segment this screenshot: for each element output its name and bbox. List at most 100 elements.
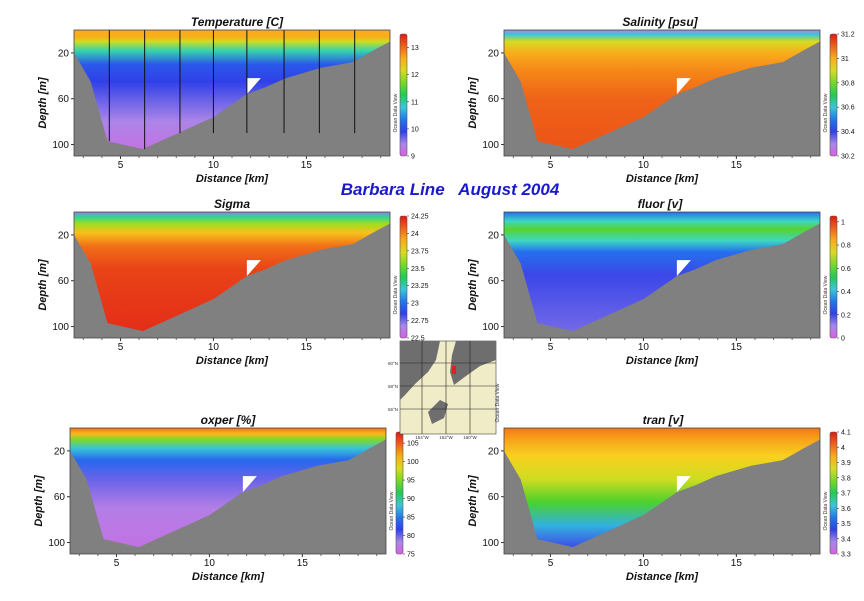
tran-colorbar [830, 432, 837, 554]
map-longitude-label: 154°W [415, 435, 429, 440]
tran-xtick-label: 5 [548, 558, 554, 569]
sigma-ytick-label: 100 [52, 322, 69, 333]
section-plot-salinity: 20 60 100 5 10 15 Salinity [psu] Distance [km] D… [467, 15, 855, 185]
tran-xtick-label: 15 [731, 558, 743, 569]
tran-colorbar-label: 4.1 [841, 430, 851, 437]
temperature-ytick-label: 60 [58, 94, 70, 105]
oxper-ylabel: Depth [m] [33, 475, 45, 527]
oxper-title: oxper [%] [201, 413, 257, 427]
section-plot-fluor: 20601005 10 15fluor [v]Distance [km]Depth … [467, 197, 851, 367]
tran-ytick-label: 20 [488, 446, 500, 457]
salinity-colorbar-label: 30.2 [841, 154, 855, 161]
oxper-colorbar-label: 105 [407, 441, 419, 448]
oxper-xtick-label: 10 [204, 558, 216, 569]
fluor-colorbar-label: 0.2 [841, 312, 851, 319]
fluor-ytick-label: 100 [482, 322, 499, 333]
oxper-ytick-label: 60 [54, 492, 66, 503]
sigma-colorbar-label: 23.5 [411, 266, 425, 273]
sigma-title: Sigma [214, 197, 250, 211]
fluor-xtick-label: 10 [638, 342, 650, 353]
oxper-xlabel: Distance [km] [192, 571, 264, 583]
temperature-xtick-label: 5 [118, 160, 124, 171]
section-plot-temperature: 20601005 10 15Temperature [C]Distance [km]… [37, 15, 419, 185]
fluor-ytick-label: 20 [488, 230, 500, 241]
location-map: 60°N 58°N 56°N 154°W 152°W 150°W Ocean Data Vi… [388, 341, 501, 440]
oxper-ytick-label: 100 [48, 538, 65, 549]
salinity-xtick-label: 15 [731, 160, 743, 171]
temperature-xtick-label: 10 [208, 160, 220, 171]
tran-colorbar-label: 3.9 [841, 460, 851, 467]
map-watermark: Ocean Data View [495, 383, 501, 422]
tran-title: tran [v] [643, 413, 685, 427]
salinity-colorbar-label: 31 [841, 56, 849, 63]
salinity-ytick-label: 60 [488, 94, 500, 105]
salinity-watermark: Ocean Data View [823, 93, 829, 132]
temperature-colorbar-label: 11 [411, 99, 418, 106]
fluor-colorbar-label: 0 [841, 336, 845, 343]
tran-ylabel: Depth [m] [467, 475, 479, 527]
tran-watermark: Ocean Data View [823, 491, 829, 530]
fluor-colorbar [830, 216, 837, 338]
map-longitude-label: 152°W [439, 435, 453, 440]
tran-colorbar-label: 3.8 [841, 475, 851, 482]
fluor-colorbar-label: 0.4 [841, 289, 851, 296]
oxper-colorbar [396, 432, 403, 554]
tran-colorbar-label: 4 [841, 445, 845, 452]
fluor-ytick-label: 60 [488, 276, 500, 287]
temperature-watermark: Ocean Data View [393, 93, 399, 132]
fluor-title: fluor [v] [638, 197, 684, 211]
map-longitude-label: 150°W [463, 435, 477, 440]
sigma-colorbar-label: 23.75 [411, 248, 429, 255]
fluor-watermark: Ocean Data View [823, 275, 829, 314]
salinity-colorbar-label: 30.8 [841, 80, 855, 87]
temperature-colorbar-label: 12 [411, 72, 419, 79]
salinity-colorbar-label: 30.6 [841, 105, 855, 112]
oxper-xtick-label: 15 [297, 558, 309, 569]
section-plot-tran: 20 60 100 5 10 15 tran [v] Distance [km] Depth [… [467, 413, 851, 583]
oxper-colorbar-label: 90 [407, 496, 415, 503]
sigma-watermark: Ocean Data View [393, 275, 399, 314]
tran-colorbar-label: 3.6 [841, 506, 851, 513]
oxper-colorbar-label: 100 [407, 459, 419, 466]
fluor-colorbar-label: 1 [841, 219, 845, 226]
section-plot-sigma: 20 60 100 5 10 15 Sigma Distance [km] Depth [m] 2… [37, 197, 429, 367]
oxper-ytick-label: 20 [54, 446, 66, 457]
salinity-colorbar-label: 31.2 [841, 32, 855, 39]
sigma-xlabel: Distance [km] [196, 355, 268, 367]
temperature-colorbar [400, 34, 407, 156]
tran-ytick-label: 100 [482, 538, 499, 549]
sigma-ylabel: Depth [m] [37, 259, 49, 311]
tran-colorbar-label: 3.4 [841, 536, 851, 543]
temperature-ylabel: Depth [m] [37, 77, 49, 129]
tran-colorbar-label: 3.3 [841, 552, 851, 559]
temperature-xtick-label: 15 [301, 160, 313, 171]
salinity-ytick-label: 20 [488, 48, 500, 59]
tran-ytick-label: 60 [488, 492, 500, 503]
temperature-colorbar-label: 10 [411, 126, 419, 133]
sigma-colorbar-label: 24 [411, 231, 419, 238]
tran-colorbar-label: 3.5 [841, 521, 851, 528]
oxper-colorbar-label: 75 [407, 552, 415, 559]
sigma-colorbar-label: 24.25 [411, 214, 429, 221]
salinity-title: Salinity [psu] [622, 15, 698, 29]
map-station-marker [452, 366, 456, 374]
map-latitude-label: 58°N [388, 384, 398, 389]
sigma-ytick-label: 20 [58, 230, 70, 241]
sigma-xtick-label: 5 [118, 342, 124, 353]
temperature-colorbar-label: 13 [411, 45, 419, 52]
sigma-ytick-label: 60 [58, 276, 70, 287]
temperature-colorbar-label: 9 [411, 154, 415, 161]
fluor-xlabel: Distance [km] [626, 355, 698, 367]
temperature-title: Temperature [C] [191, 15, 284, 29]
fluor-colorbar-label: 0.8 [841, 243, 851, 250]
figure-title: Barbara Line August 2004 [280, 180, 620, 200]
salinity-colorbar-label: 30.4 [841, 129, 855, 136]
salinity-xlabel: Distance [km] [626, 173, 698, 185]
salinity-ylabel: Depth [m] [467, 77, 479, 129]
sigma-colorbar-label: 22.75 [411, 318, 429, 325]
oxper-watermark: Ocean Data View [389, 491, 395, 530]
sigma-xtick-label: 10 [208, 342, 220, 353]
section-plot-oxper: 20 60 100 5 10 15 oxper [%] Distance [km] Depth … [33, 413, 419, 583]
tran-colorbar-label: 3.7 [841, 491, 851, 498]
oxper-xtick-label: 5 [114, 558, 120, 569]
